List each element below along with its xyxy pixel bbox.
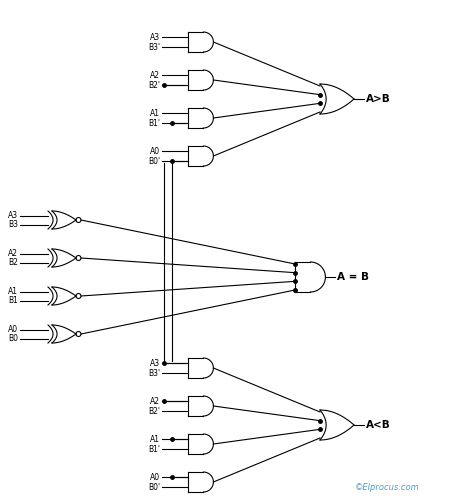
Text: B0': B0' <box>148 156 160 166</box>
Text: A3: A3 <box>8 211 18 220</box>
Text: B0: B0 <box>8 334 18 343</box>
Text: A2: A2 <box>8 249 18 258</box>
Text: B1': B1' <box>148 444 160 454</box>
Text: B3: B3 <box>8 220 18 229</box>
Text: B3': B3' <box>148 368 160 378</box>
Text: A0: A0 <box>150 146 160 156</box>
Text: A3: A3 <box>150 32 160 42</box>
Text: B2: B2 <box>8 258 18 267</box>
Text: A1: A1 <box>150 108 160 118</box>
Text: A2: A2 <box>150 396 160 406</box>
Text: B1': B1' <box>148 118 160 128</box>
Text: B1: B1 <box>8 296 18 305</box>
Text: B0': B0' <box>148 482 160 492</box>
Text: A0: A0 <box>8 325 18 334</box>
Text: A1: A1 <box>8 287 18 296</box>
Text: B2': B2' <box>148 406 160 416</box>
Text: A>B: A>B <box>366 94 391 104</box>
Text: A0: A0 <box>150 472 160 482</box>
Text: A<B: A<B <box>366 420 391 430</box>
Text: A2: A2 <box>150 70 160 80</box>
Text: A3: A3 <box>150 358 160 368</box>
Text: A1: A1 <box>150 434 160 444</box>
Text: ©Elprocus.com: ©Elprocus.com <box>355 484 420 492</box>
Text: B2': B2' <box>148 80 160 90</box>
Text: A = B: A = B <box>337 272 369 282</box>
Text: B3': B3' <box>148 42 160 51</box>
